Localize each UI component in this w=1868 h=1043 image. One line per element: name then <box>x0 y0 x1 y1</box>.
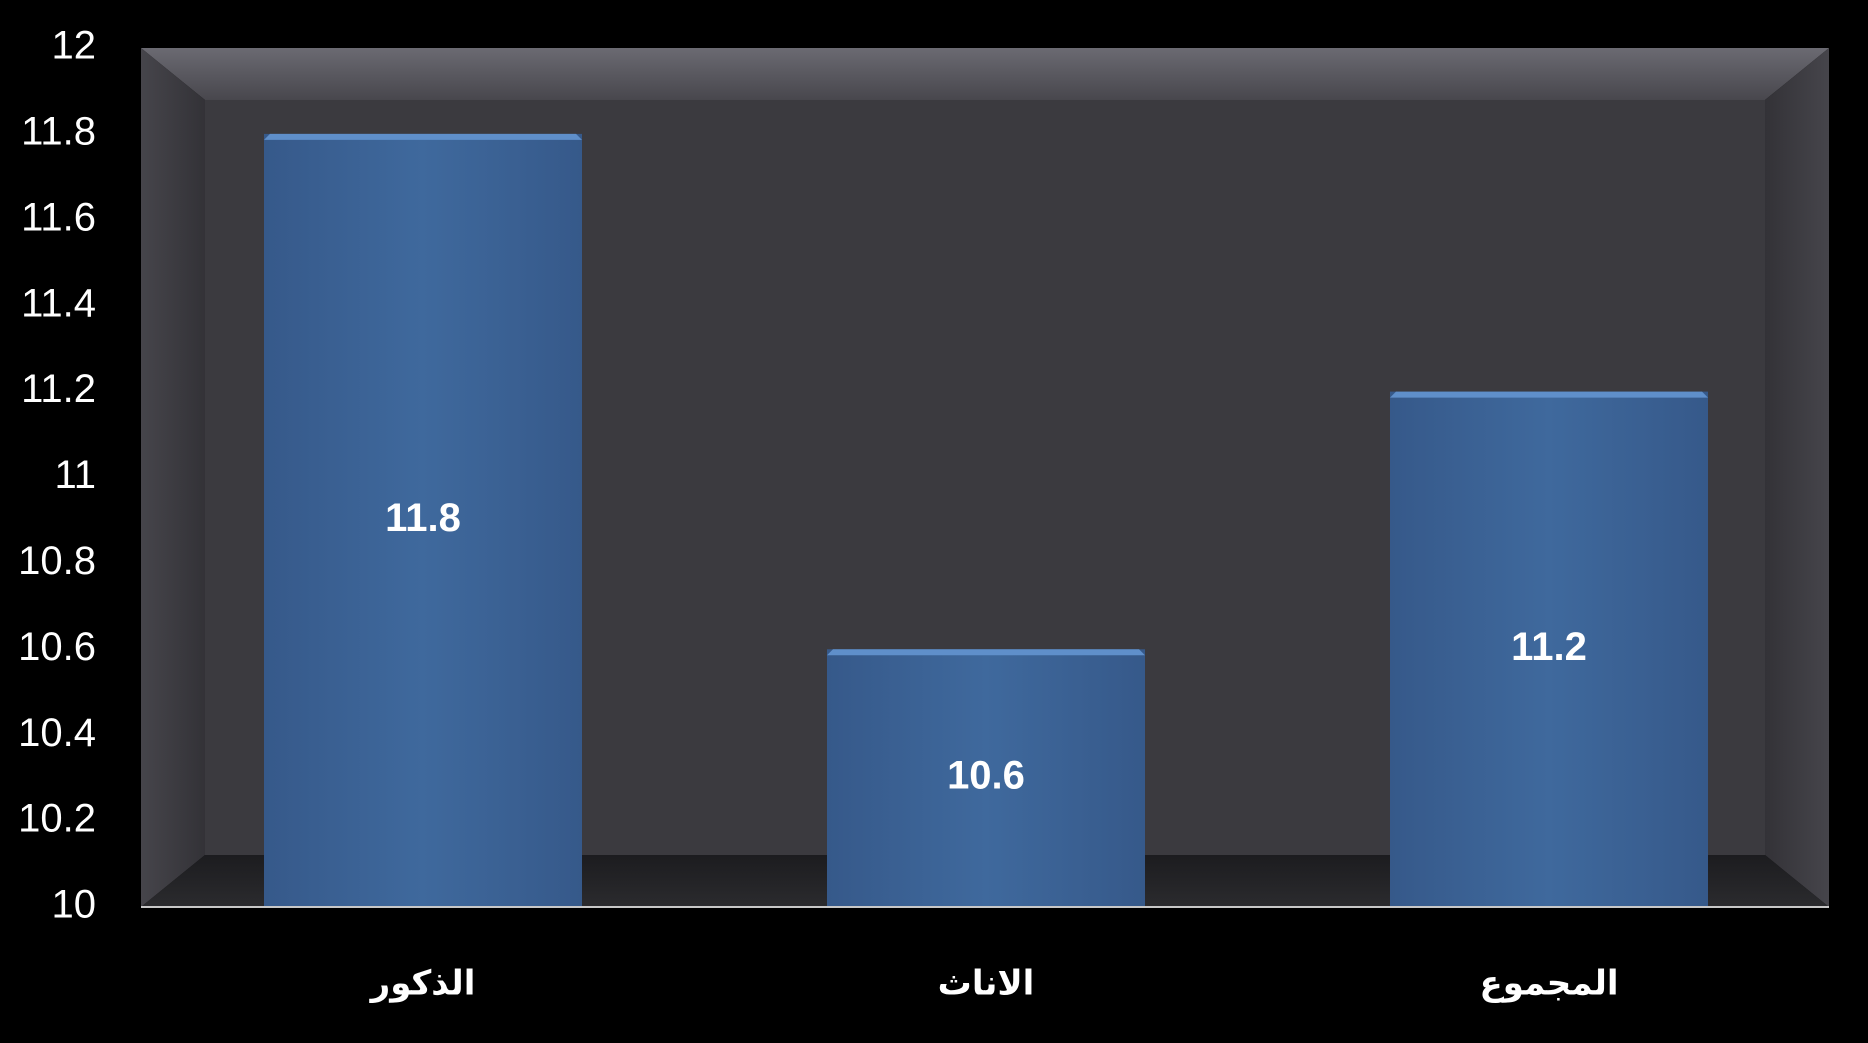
bar-body <box>1390 391 1708 908</box>
bar-body <box>264 133 582 907</box>
bar-top-bevel <box>827 649 1145 656</box>
y-tick-label: 10.8 <box>18 539 96 583</box>
y-tick-label: 10.2 <box>18 797 96 841</box>
bar-2 <box>827 649 1145 907</box>
plot-bevel-left <box>141 48 205 907</box>
y-tick-label: 10.6 <box>18 625 96 669</box>
y-tick-label: 10 <box>52 883 97 927</box>
data-labels: 11.8 10.6 11.2 <box>385 496 1587 798</box>
y-tick-label: 11.8 <box>21 109 96 153</box>
bar-body <box>827 649 1145 907</box>
data-label-3: 11.2 <box>1511 625 1587 669</box>
x-category-label: الاناث <box>938 964 1035 1004</box>
x-category-label: الذكور <box>369 964 476 1004</box>
x-category-label: المجموع <box>1479 964 1618 1004</box>
y-axis-ticks: 10 10.2 10.4 10.6 10.8 11 11.2 11.4 11.6 11.8 12 <box>18 24 96 927</box>
bar-1 <box>264 133 582 907</box>
bar-3 <box>1390 391 1708 908</box>
y-tick-label: 11.6 <box>21 195 96 239</box>
plot-bevel-right <box>1765 48 1829 907</box>
y-tick-label: 11.2 <box>21 367 96 411</box>
y-tick-label: 11.4 <box>21 281 96 325</box>
plot-bevel-top <box>141 48 1829 100</box>
bar-top-bevel <box>264 133 582 140</box>
y-tick-label: 12 <box>52 24 97 68</box>
data-label-1: 11.8 <box>385 496 461 540</box>
y-tick-label: 10.4 <box>18 711 96 755</box>
x-axis-categories: الذكور الاناث المجموع <box>369 964 1619 1004</box>
bar-top-bevel <box>1390 391 1708 398</box>
bars <box>264 133 1708 908</box>
y-tick-label: 11 <box>54 453 96 497</box>
data-label-2: 10.6 <box>947 754 1025 798</box>
